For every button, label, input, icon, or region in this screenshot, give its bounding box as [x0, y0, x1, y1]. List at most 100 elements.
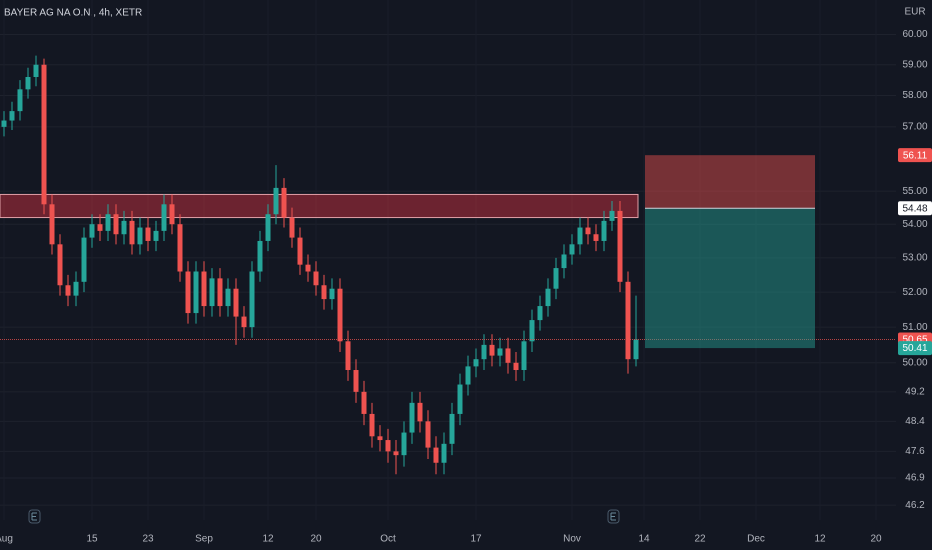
candle-body — [9, 111, 15, 121]
x-tick-label: 12 — [262, 534, 274, 545]
x-tick-label: 17 — [470, 534, 482, 545]
y-tick-label: 53.00 — [902, 253, 927, 264]
candle-body — [409, 402, 415, 433]
earnings-icon[interactable] — [607, 509, 620, 524]
candle-body — [329, 288, 335, 300]
candle-body — [257, 240, 263, 272]
candle-body — [25, 76, 31, 90]
chart-title: BAYER AG NA O.N., 4h, XETR — [4, 8, 142, 19]
candle-body — [617, 210, 623, 282]
target-zone — [645, 208, 815, 349]
candle-body — [321, 285, 327, 300]
y-tick-label: 51.00 — [902, 322, 927, 333]
candle-body — [369, 413, 375, 437]
candle-body — [545, 288, 551, 307]
candle-body — [577, 227, 583, 245]
candle-body — [377, 436, 383, 441]
x-tick-label: Dec — [747, 534, 765, 545]
y-tick-label: 54.00 — [902, 219, 927, 230]
candle-body — [97, 224, 103, 231]
candle-body — [129, 220, 135, 245]
x-tick-label: 20 — [310, 534, 322, 545]
candle-body — [441, 443, 447, 463]
candle-body — [529, 320, 535, 342]
candle-body — [33, 64, 39, 77]
candle-body — [113, 214, 119, 235]
x-tick-label: Aug — [0, 534, 13, 545]
candle-body — [433, 447, 439, 463]
price-label-bg — [898, 201, 932, 216]
price-label: 50.65 — [902, 335, 927, 346]
candle-body — [281, 187, 287, 218]
y-tick-label: 57.00 — [902, 121, 927, 132]
price-label: 50.41 — [902, 343, 927, 354]
candle-body — [273, 187, 279, 215]
candle-body — [305, 264, 311, 272]
x-tick-label: 22 — [694, 534, 706, 545]
candle-body — [313, 271, 319, 286]
price-label-bg — [898, 341, 932, 356]
y-tick-label: 49.2 — [905, 386, 925, 397]
candle-body — [193, 271, 199, 314]
candle-body — [265, 214, 271, 241]
candle-body — [49, 204, 55, 245]
price-label-bg — [898, 148, 932, 163]
candle-body — [361, 391, 367, 414]
y-tick-label: 50.00 — [902, 357, 927, 368]
candle-body — [505, 348, 511, 363]
candle-body — [89, 224, 95, 238]
y-tick-label: 55.00 — [902, 186, 927, 197]
candle-body — [401, 432, 407, 456]
candle-body — [417, 402, 423, 422]
y-tick-label: 52.00 — [902, 287, 927, 298]
candle-body — [41, 64, 47, 205]
candle-body — [121, 220, 127, 235]
candle-body — [161, 204, 167, 231]
stop-zone — [645, 155, 815, 209]
candle-body — [137, 227, 143, 245]
candle-body — [609, 210, 615, 221]
candle-body — [513, 362, 519, 371]
x-tick-label: Sep — [195, 534, 213, 545]
candle-body — [105, 214, 111, 231]
x-tick-label: 23 — [142, 534, 154, 545]
y-tick-label: 59.00 — [902, 59, 927, 70]
candle-body — [57, 244, 63, 286]
candle-body — [601, 220, 607, 241]
candle-body — [553, 268, 559, 289]
candle-body — [1, 120, 7, 127]
candle-body — [249, 271, 255, 328]
candle-body — [65, 285, 71, 296]
y-tick-label: 46.2 — [905, 500, 925, 511]
candle-body — [289, 217, 295, 238]
y-tick-label: 47.6 — [905, 446, 925, 457]
candle-body — [457, 384, 463, 414]
candle-body — [625, 281, 631, 360]
candle-body — [145, 227, 151, 241]
earnings-icon[interactable] — [28, 509, 41, 524]
candle-body — [385, 440, 391, 452]
candle-body — [153, 230, 159, 241]
candle-body — [353, 370, 359, 392]
candle-body — [473, 359, 479, 367]
candle-body — [345, 341, 351, 371]
candle-body — [209, 278, 215, 307]
candle-body — [185, 271, 191, 314]
candle-body — [241, 316, 247, 328]
candle-body — [337, 288, 343, 342]
price-label: 54.48 — [902, 203, 927, 214]
candle-body — [497, 348, 503, 356]
x-tick-label: 12 — [814, 534, 826, 545]
price-label: 56.11 — [903, 150, 928, 161]
candle-body — [169, 204, 175, 225]
x-tick-label: 20 — [870, 534, 882, 545]
x-tick-label: Nov — [563, 534, 581, 545]
candle-body — [593, 234, 599, 241]
candle-body — [73, 281, 79, 296]
candle-body — [225, 288, 231, 307]
y-tick-label: 60.00 — [902, 29, 927, 40]
candle-body — [585, 227, 591, 235]
candle-body — [81, 237, 87, 282]
